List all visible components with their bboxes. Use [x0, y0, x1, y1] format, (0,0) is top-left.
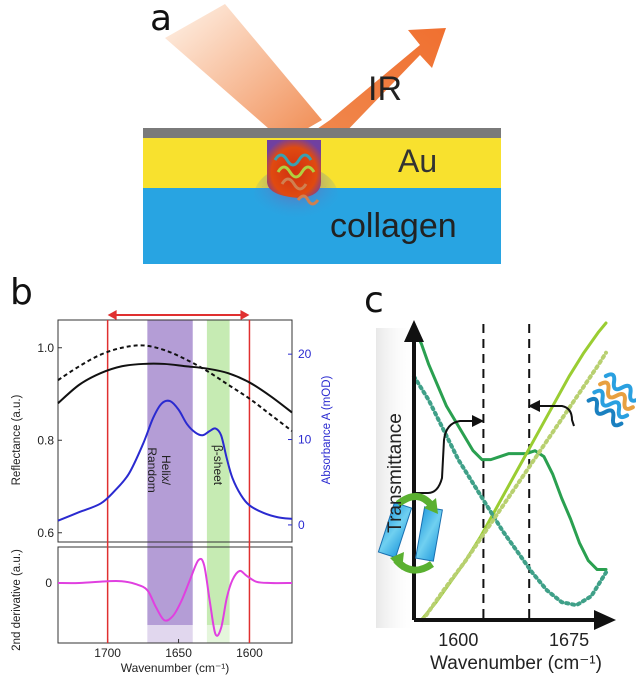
chart-c-ylabel: Transmittance	[385, 413, 406, 533]
x-tick-label: 1675	[549, 630, 589, 650]
ir-beam-incoming	[165, 4, 322, 142]
y-tick-label: 0.6	[37, 526, 54, 540]
teal-dotted-line	[412, 374, 608, 608]
ir-beam-outgoing	[298, 28, 446, 142]
y2-tick-label: 20	[298, 347, 312, 361]
chart-b-ylabel-left: Reflectance (a.u.)	[11, 394, 23, 485]
y2-tick-label: 10	[298, 433, 312, 447]
lime-dotted-line	[420, 350, 608, 622]
green-solid-line	[412, 327, 608, 572]
chart-c: 1600 1675 Transmittance Wavenumber (cm⁻¹)	[376, 320, 636, 674]
collagen-label: collagen	[330, 207, 457, 245]
chart-b: 1700 1650 1600 0.6 0.8 1.0 0 10 20 0 Reflectance …	[11, 310, 333, 675]
panel-letter-c: c	[364, 280, 384, 321]
x-tick-label: 1600	[438, 630, 478, 650]
callout-line-left	[416, 420, 480, 494]
range-arrow-head-right	[240, 310, 250, 320]
band-label-beta: β-sheet	[211, 445, 225, 486]
ir-label: IR	[368, 70, 402, 108]
y-tick-label: 1.0	[37, 341, 54, 355]
beta-sheet-icon	[377, 493, 443, 574]
reflectance-solid-line	[57, 362, 293, 414]
chart-b-ylabel-right: Absorbance A (mOD)	[321, 376, 333, 485]
band-label-helix-line1: Helix/	[159, 455, 173, 486]
band-fade	[147, 625, 193, 643]
x-tick-label: 1600	[236, 646, 263, 660]
range-arrow-head-left	[107, 310, 117, 320]
band-helix-random	[147, 320, 193, 625]
top-layer	[143, 128, 501, 138]
chart-c-y-arrow	[404, 320, 424, 342]
helix-icon	[586, 372, 636, 428]
panel-a-schematic: IR Au collagen	[143, 4, 501, 264]
lime-solid-line	[419, 321, 608, 622]
band-label-helix-line2: Random	[145, 447, 159, 492]
chart-b-xlabel: Wavenumber (cm⁻¹)	[121, 661, 230, 675]
y-tick-label-bottom: 0	[45, 576, 52, 590]
x-tick-label: 1650	[165, 646, 192, 660]
second-derivative-line	[57, 557, 293, 637]
helix-icon	[273, 153, 320, 206]
panel-letter-b: b	[10, 272, 33, 313]
y-tick-label: 0.8	[37, 433, 54, 447]
x-tick-label: 1700	[94, 646, 121, 660]
chart-c-x-arrow	[594, 610, 616, 630]
band-beta-sheet	[206, 320, 230, 625]
y2-tick-label: 0	[298, 518, 305, 532]
chart-b-ylabel-bottom: 2nd derivative (a.u.)	[11, 549, 23, 651]
chart-b-bottom-frame	[57, 546, 293, 644]
au-label: Au	[398, 143, 437, 179]
chart-c-xlabel: Wavenumber (cm⁻¹)	[430, 653, 602, 674]
callout-line-right	[534, 405, 575, 427]
reflectance-dashed-line	[57, 344, 293, 432]
absorbance-line	[57, 399, 293, 522]
panel-letter-a: a	[150, 0, 173, 39]
